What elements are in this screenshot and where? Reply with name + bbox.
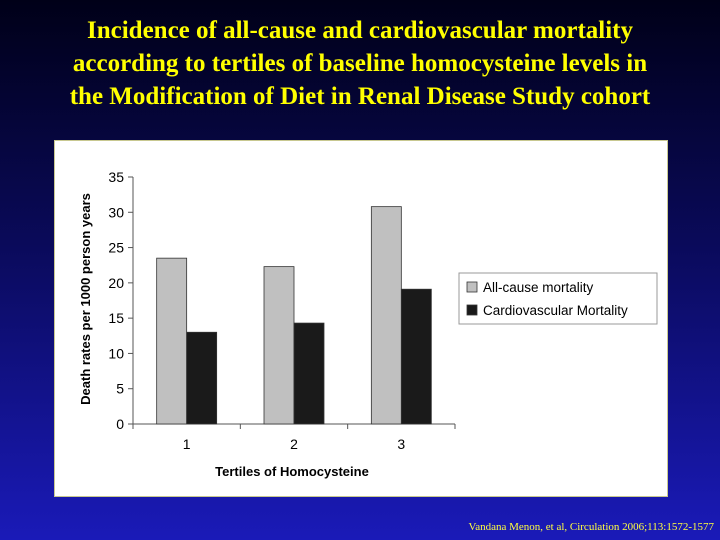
citation: Vandana Menon, et al, Circulation 2006;1… (468, 521, 714, 533)
bar-cardiovascular (400, 288, 432, 425)
slide-title: Incidence of all-cause and cardiovascula… (0, 14, 720, 113)
legend-swatch (466, 304, 478, 316)
legend-swatch (466, 281, 478, 293)
bar-cardiovascular (293, 322, 325, 425)
title-line-2: according to tertiles of baseline homocy… (72, 50, 648, 77)
title-line-3: the Modification of Diet in Renal Diseas… (69, 83, 651, 110)
x-tick-label: 1 (183, 436, 191, 452)
bar-all-cause (156, 257, 188, 425)
y-tick-label: 15 (108, 310, 124, 326)
legend-label: Cardiovascular Mortality (483, 303, 628, 318)
legend-box (458, 272, 658, 325)
y-tick-label: 20 (108, 275, 124, 291)
y-tick-label: 25 (108, 240, 124, 256)
legend-label: All-cause mortality (483, 280, 594, 295)
title-line-1: Incidence of all-cause and cardiovascula… (86, 17, 634, 44)
y-tick-label: 5 (116, 381, 124, 397)
x-tick-label: 2 (290, 436, 298, 452)
y-tick-label: 35 (108, 169, 124, 185)
chart-frame: 0 5 10 15 20 25 30 35 1 2 3 All-cause mortality Card… (54, 140, 668, 497)
y-tick-label: 10 (108, 345, 124, 361)
y-tick-label: 0 (116, 416, 124, 432)
bar-cardiovascular (186, 331, 218, 425)
y-tick-label: 30 (108, 204, 124, 220)
bar-all-cause (370, 206, 402, 425)
bar-chart: 0 5 10 15 20 25 30 35 1 2 3 All-cause mortality Card… (78, 166, 658, 484)
x-axis-label: Tertiles of Homocysteine (215, 464, 369, 479)
y-axis-label: Death rates per 1000 person years (78, 193, 93, 405)
bar-all-cause (263, 266, 295, 425)
x-tick-label: 3 (397, 436, 405, 452)
